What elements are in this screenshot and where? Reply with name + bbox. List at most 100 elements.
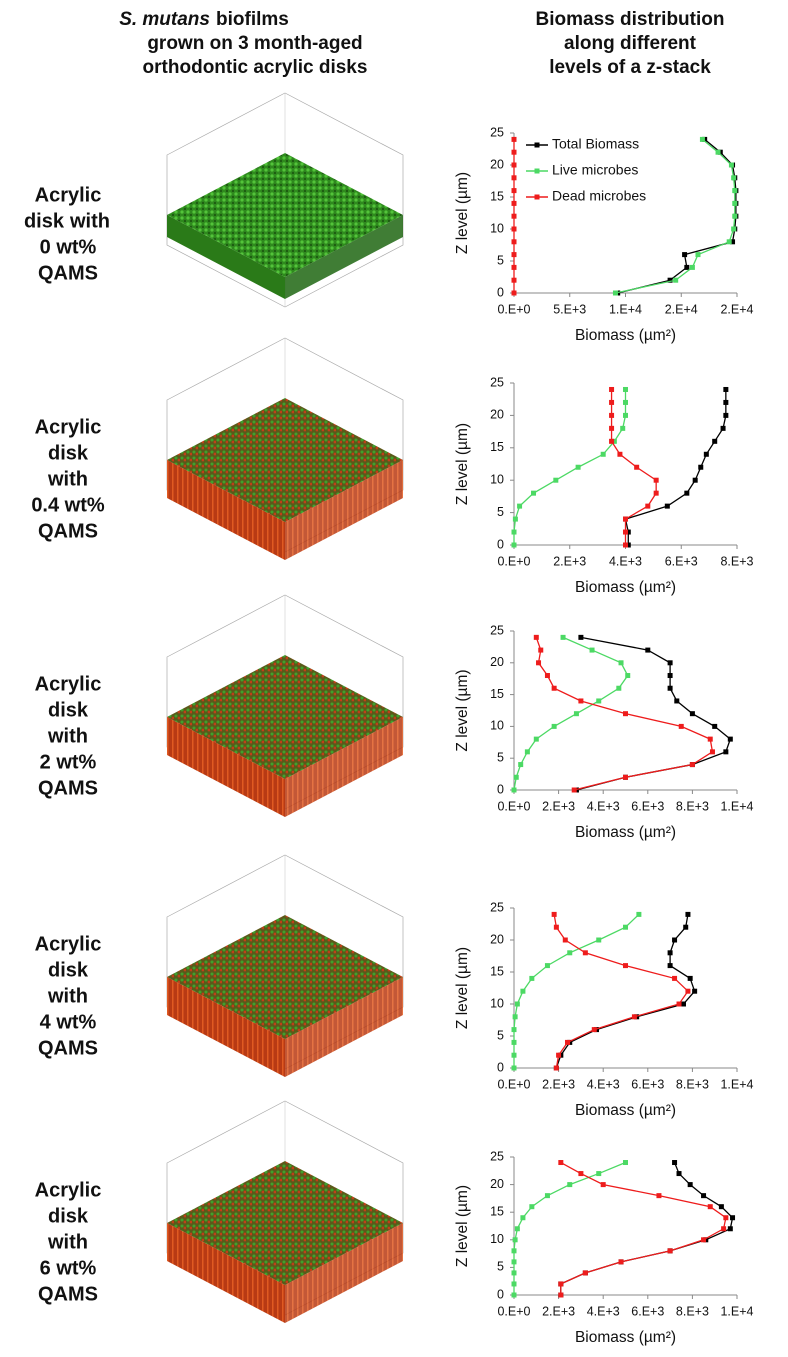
point: [673, 278, 678, 283]
y-tick-label: 10: [490, 1232, 504, 1246]
y-tick-label: 10: [490, 472, 504, 486]
point: [668, 673, 673, 678]
x-tick-label: 4.E+3: [587, 1077, 620, 1091]
point: [578, 1171, 583, 1176]
point: [512, 530, 517, 535]
y-axis-label: Z level (µm): [454, 1185, 471, 1267]
y-tick-label: 0: [497, 285, 504, 299]
x-tick-label: 2.E+3: [542, 799, 575, 813]
y-tick-label: 25: [490, 375, 504, 389]
x-tick-label: 6.E+3: [631, 799, 664, 813]
y-tick-label: 0: [497, 1060, 504, 1074]
point: [731, 175, 736, 180]
point: [529, 1204, 534, 1209]
point: [596, 698, 601, 703]
point: [690, 711, 695, 716]
point: [679, 724, 684, 729]
point: [729, 163, 734, 168]
point: [513, 1237, 518, 1242]
point: [512, 1066, 517, 1071]
point: [668, 660, 673, 665]
point: [512, 543, 517, 548]
point: [565, 1040, 570, 1045]
point: [616, 686, 621, 691]
point: [645, 504, 650, 509]
point: [512, 214, 517, 219]
row-label: disk: [48, 959, 89, 981]
point: [668, 686, 673, 691]
point: [592, 1027, 597, 1032]
point: [723, 413, 728, 418]
point: [609, 439, 614, 444]
point: [721, 426, 726, 431]
point: [563, 938, 568, 943]
y-tick-label: 0: [497, 782, 504, 796]
y-tick-label: 25: [490, 125, 504, 139]
point: [545, 1193, 550, 1198]
point: [609, 426, 614, 431]
y-tick-label: 5: [497, 505, 504, 519]
point: [512, 163, 517, 168]
point: [520, 989, 525, 994]
point: [553, 478, 558, 483]
point: [609, 413, 614, 418]
series-line: [514, 389, 626, 545]
series-line: [556, 914, 694, 1068]
biofilm-image: [167, 1101, 403, 1323]
row-label: Acrylic: [35, 1179, 102, 1201]
point: [690, 762, 695, 767]
row-label: QAMS: [38, 1037, 98, 1059]
point: [583, 950, 588, 955]
point: [512, 1281, 517, 1286]
point: [684, 265, 689, 270]
point: [672, 938, 677, 943]
point: [590, 648, 595, 653]
series-line: [514, 914, 639, 1068]
point: [623, 543, 628, 548]
x-tick-label: 8.E+3: [720, 554, 753, 568]
point: [708, 737, 713, 742]
header: S. mutans biofilms grown on 3 month-aged…: [119, 9, 724, 78]
row-label: 0.4 wt%: [31, 494, 105, 516]
point: [619, 1259, 624, 1264]
legend-swatch: [535, 195, 540, 200]
header-line: biofilms: [216, 9, 289, 30]
x-tick-label: 2.E+3: [542, 1304, 575, 1318]
point: [552, 724, 557, 729]
chart: 05101520250.E+02.E+34.E+36.E+38.E+3Bioma…: [454, 375, 753, 596]
point: [554, 925, 559, 930]
point: [609, 387, 614, 392]
x-tick-label: 0.E+0: [497, 1304, 530, 1318]
point: [665, 504, 670, 509]
header-line: orthodontic acrylic disks: [143, 57, 368, 78]
x-axis-label: Biomass (µm²): [575, 327, 676, 344]
point: [534, 737, 539, 742]
point: [538, 648, 543, 653]
row-label: Acrylic: [35, 416, 102, 438]
y-tick-label: 15: [490, 964, 504, 978]
point: [719, 1204, 724, 1209]
row-label: disk: [24, 210, 65, 232]
point: [601, 1182, 606, 1187]
point: [723, 1215, 728, 1220]
row-label: QAMS: [38, 777, 98, 799]
point: [512, 788, 517, 793]
point: [672, 976, 677, 981]
x-axis-label: Biomass (µm²): [575, 1102, 676, 1119]
row-label: disk: [48, 699, 89, 721]
point: [723, 387, 728, 392]
row-label: with: [69, 210, 110, 232]
header-line: levels of a z-stack: [549, 57, 711, 78]
point: [583, 1270, 588, 1275]
legend-swatch: [535, 143, 540, 148]
row-label: with: [47, 1231, 88, 1253]
x-tick-label: 4.E+3: [587, 799, 620, 813]
point: [636, 912, 641, 917]
legend-label: Dead microbes: [552, 188, 646, 204]
x-tick-label: 6.E+3: [631, 1304, 664, 1318]
point: [668, 963, 673, 968]
point: [685, 989, 690, 994]
